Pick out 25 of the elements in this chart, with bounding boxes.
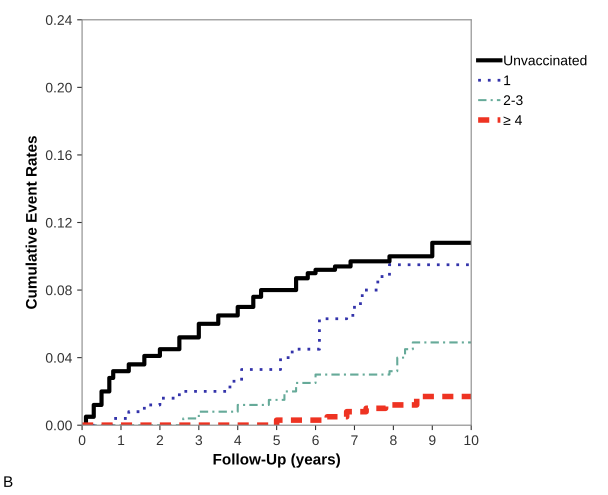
y-tick-label: 0.00: [46, 420, 72, 430]
x-tick-label: 9: [429, 435, 436, 446]
y-tick-label: 0.08: [46, 285, 72, 296]
y-tick-label: 0.12: [46, 218, 72, 228]
legend-label: ≥ 4: [504, 115, 522, 125]
y-tick-label: 0.16: [46, 150, 72, 160]
x-tick-label: 0: [78, 435, 86, 446]
x-tick-label: 3: [195, 435, 202, 446]
x-tick-label: 6: [312, 435, 319, 446]
legend-label: 1: [504, 76, 510, 86]
x-tick-label: 2: [156, 435, 164, 445]
y-tick-label: 0.04: [46, 352, 72, 363]
x-tick-label: 5: [273, 435, 280, 446]
x-tick-label: 7: [351, 435, 358, 445]
y-axis-title: Cumulative Event Rates: [26, 136, 37, 309]
x-tick-label: 4: [234, 435, 242, 445]
text: B: [4, 476, 12, 487]
y-tick-label: 0.20: [46, 82, 72, 93]
legend-label: Unvaccinated: [504, 55, 586, 66]
x-axis-title: Follow-Up (years): [214, 453, 340, 468]
x-tick-label: 8: [390, 435, 397, 446]
x-tick-label: 1: [118, 435, 124, 445]
x-tick-label: 10: [464, 435, 478, 446]
legend-label: 2-3: [504, 95, 523, 106]
y-tick-label: 0.24: [46, 15, 72, 25]
